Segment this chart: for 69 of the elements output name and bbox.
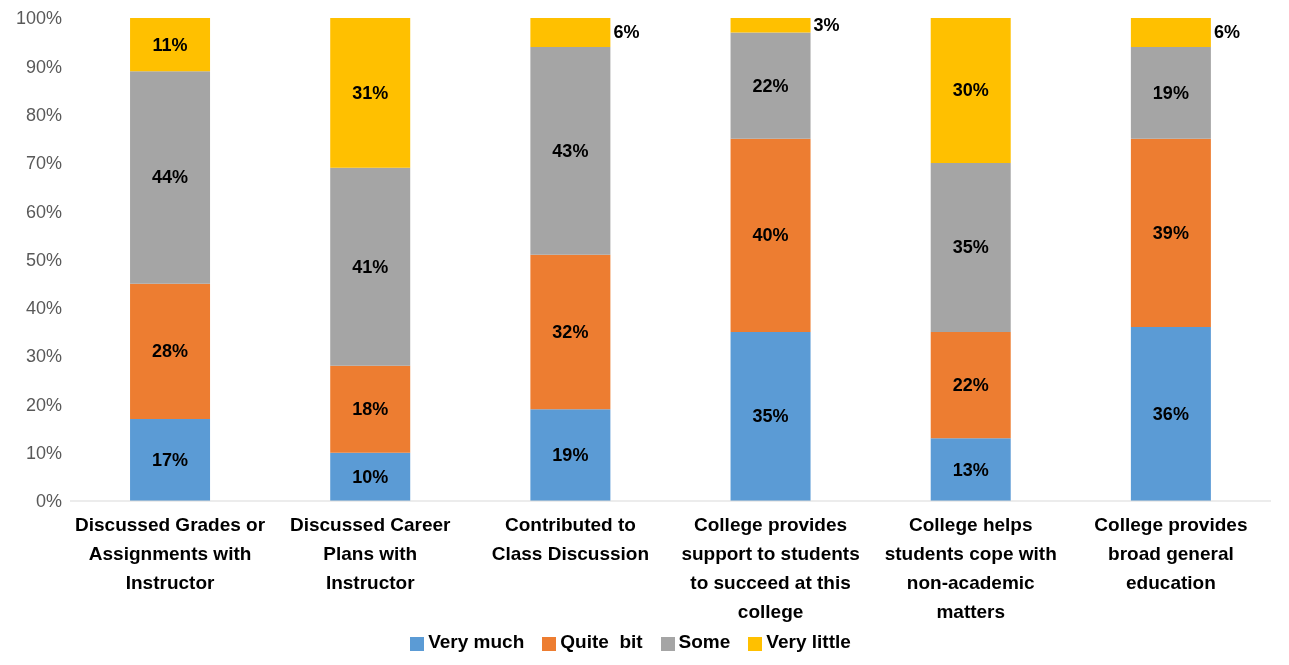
bar [530,46,611,255]
y-tick-label: 10% [25,443,62,464]
bar [730,331,811,501]
y-tick-label: 50% [25,249,62,270]
y-tick-label: 0% [35,491,62,512]
data-label: 6% [613,22,640,43]
x-tick-label: College provides broad general education [1094,514,1248,593]
y-tick-label: 40% [25,298,62,319]
data-label: 32% [552,321,589,342]
legend-label: Very little [766,631,851,652]
data-label: 44% [152,167,189,188]
data-label: 11% [152,34,188,55]
data-label: 10% [352,466,389,487]
bar [730,32,811,139]
bar [130,71,211,284]
bar [930,162,1011,332]
data-label: 13% [952,459,989,480]
data-label: 3% [813,15,840,36]
bar [330,452,411,501]
bar [530,254,611,410]
x-tick-label: Contributed to Class Discussion [491,514,650,564]
x-tick-label: College provides support to students to succeed at this college [681,514,860,622]
bar [1130,46,1211,139]
bar [1130,327,1211,501]
data-label: 40% [752,225,789,246]
data-label: 35% [952,237,989,258]
bar [1130,18,1211,47]
data-label: 19% [552,445,589,466]
x-tick-label: Discussed Grades or Assignments with Instructor [75,514,266,593]
bar [1130,138,1211,328]
y-tick-label: 90% [25,56,62,77]
bar [530,18,611,47]
data-label: 31% [352,82,389,103]
y-tick-label: 60% [25,201,62,222]
y-tick-label: 80% [25,104,62,125]
legend-label: Quite bit [560,631,643,652]
bar [130,283,211,419]
bar [330,18,411,168]
data-label: 28% [152,341,189,362]
bar [730,138,811,332]
y-tick-label: 70% [25,153,62,174]
x-tick-label: Discussed Career Plans with Instructor [289,514,452,593]
data-label: 22% [952,375,989,396]
legend-label: Some [678,631,731,652]
bar [930,438,1011,501]
data-label: 41% [352,256,389,277]
y-tick-label: 30% [25,346,62,367]
data-label: 30% [952,80,989,101]
data-label: 6% [1213,22,1240,43]
data-label: 18% [352,399,389,420]
data-label: 36% [1152,404,1189,425]
data-label: 39% [1152,222,1189,243]
data-label: 19% [1152,82,1189,103]
x-tick-label: College helps students cope with non-academic matters [884,514,1057,622]
bar [930,331,1011,439]
bar [330,365,411,453]
bar [330,167,411,366]
bar [730,18,811,33]
bar [530,409,611,501]
bar [130,18,211,72]
data-label: 43% [552,140,589,161]
legend-label: Very much [428,631,525,652]
data-label: 35% [752,406,789,427]
bar [930,18,1011,163]
data-label: 22% [752,75,789,96]
data-label: 17% [152,449,189,470]
bar [130,418,211,501]
y-tick-label: 20% [25,394,62,415]
y-tick-label: 100% [15,8,62,29]
